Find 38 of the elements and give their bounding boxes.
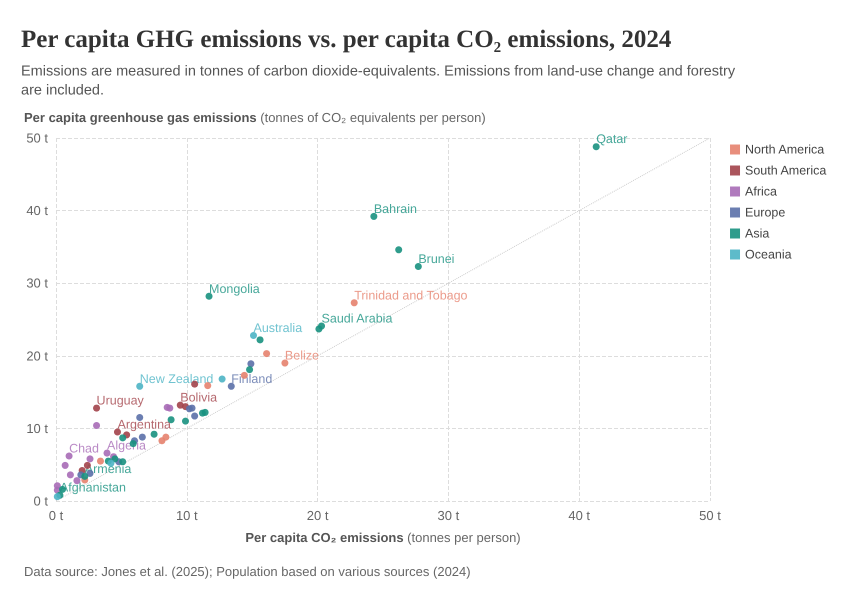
y-tick-label: 30 t: [26, 276, 48, 291]
y-tick-label: 50 t: [26, 130, 48, 146]
annotation: Australia: [254, 320, 302, 335]
y-axis-title: Per capita greenhouse gas emissions (tonnes of CO₂ equivalents per person): [24, 110, 486, 125]
annotation: Trinidad and Tobago: [354, 288, 468, 302]
x-tick-label: 40 t: [568, 508, 590, 523]
legend-label: North America: [745, 142, 824, 156]
x-axis-title: Per capita CO₂ emissions (tonnes per person): [245, 530, 521, 545]
annotation: Qatar: [596, 132, 628, 146]
annotation: Chad: [69, 441, 100, 456]
annotation: Uruguay: [96, 394, 145, 408]
x-tick-label: 50 t: [699, 508, 722, 523]
y-tick-label: 0 t: [34, 494, 48, 508]
annotation: Mongolia: [209, 282, 260, 296]
annotation: Bolivia: [180, 390, 218, 405]
annotation: Algeria: [107, 438, 146, 453]
y-tick-label: 10 t: [26, 420, 48, 436]
y-tick-label: 20 t: [26, 348, 48, 364]
x-tick-label: 20 t: [306, 508, 329, 523]
annotation: Belize: [284, 348, 319, 363]
x-tick-label: 0 t: [48, 508, 64, 523]
legend-label: Europe: [745, 206, 786, 220]
x-tick-label: 10 t: [176, 508, 198, 523]
annotation: Finland: [231, 372, 272, 386]
chart-title: Per capita GHG emissions vs. per capita CO₂ emissions, 2024: [21, 26, 672, 53]
annotation: Brunei: [418, 252, 454, 266]
legend-label: South America: [745, 164, 826, 178]
annotation: Argentina: [117, 418, 172, 432]
source-note: Data source: Jones et al. (2025); Population based on various sources (2024): [24, 564, 471, 579]
legend-label: Oceania: [745, 248, 792, 262]
x-tick-label: 30 t: [438, 508, 460, 523]
annotation: New Zealand: [140, 372, 214, 386]
y-tick-label: 40 t: [26, 203, 48, 218]
annotation: Saudi Arabia: [322, 312, 392, 326]
annotation: Bahrain: [374, 202, 417, 216]
legend-label: Asia: [745, 226, 770, 240]
chart-subtitle: Emissions are measured in tonnes of carbon dioxide-equivalents. Emissions from land-use change and forestry are included.: [21, 64, 740, 98]
legend-label: Africa: [745, 184, 778, 198]
